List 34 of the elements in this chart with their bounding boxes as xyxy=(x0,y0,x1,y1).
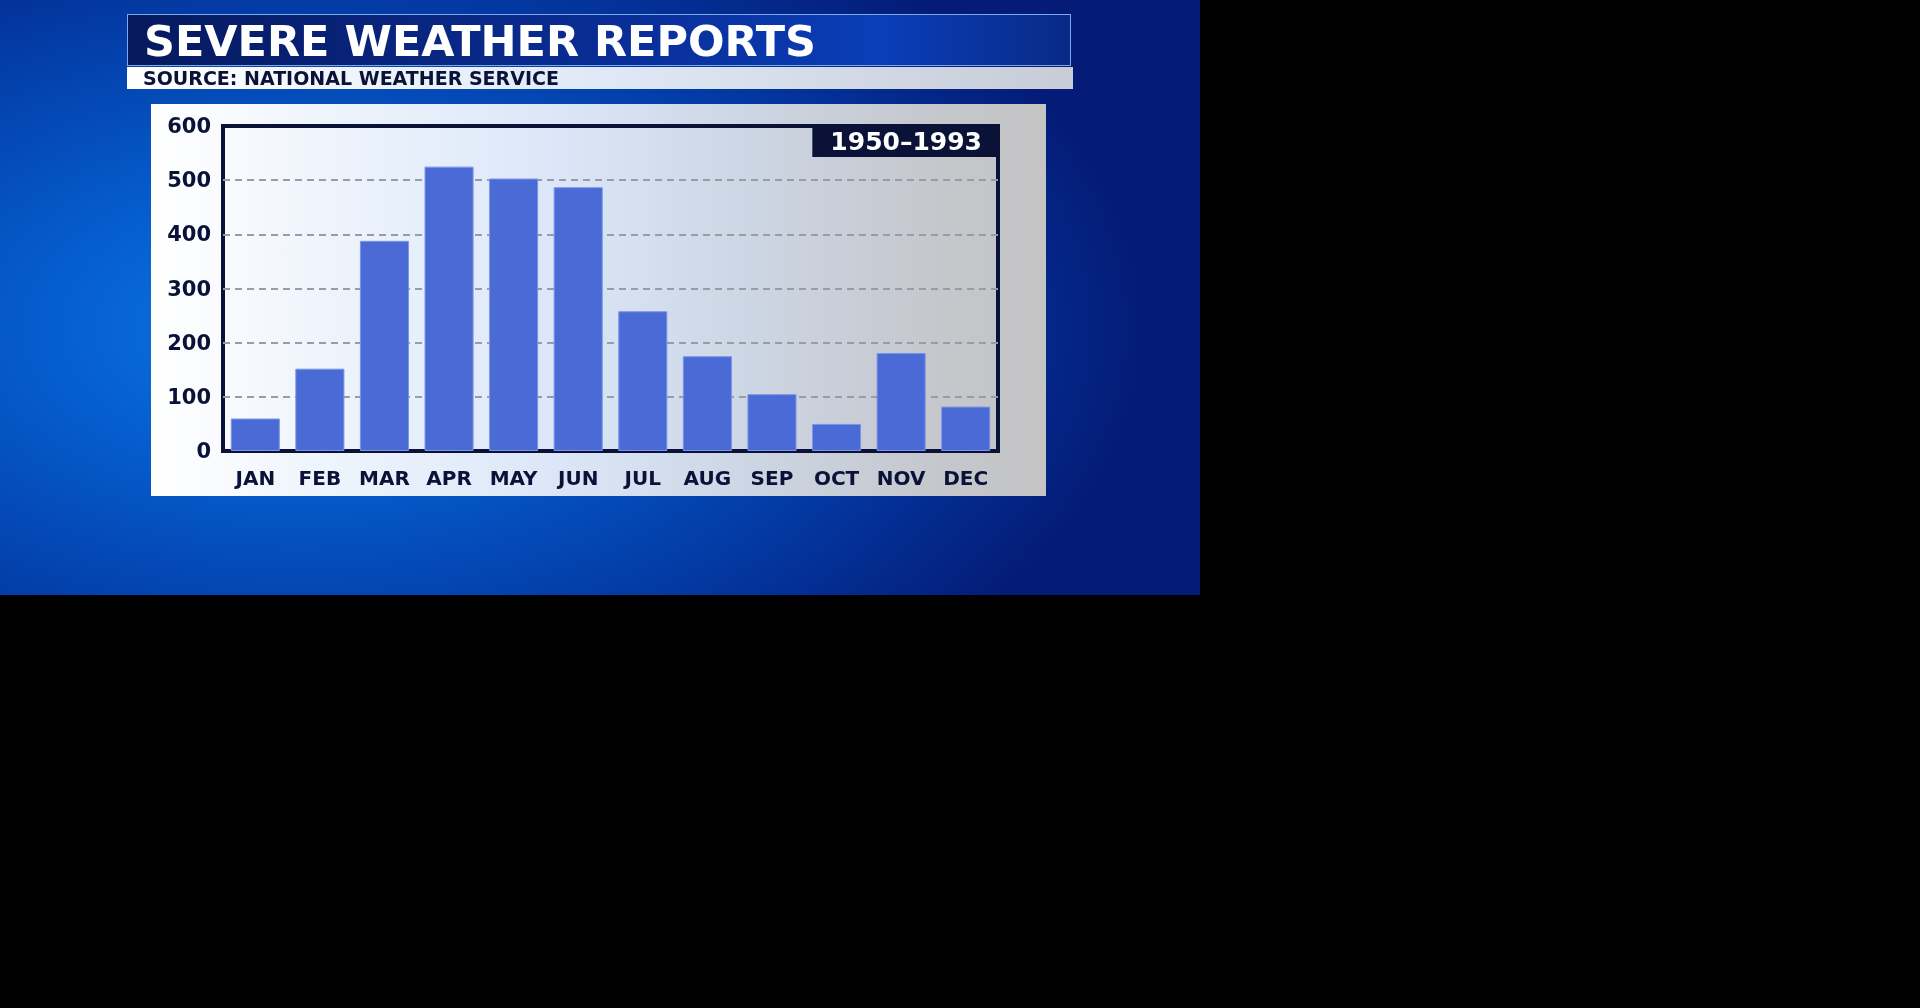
y-tick-label: 400 xyxy=(167,222,211,247)
x-tick-label: AUG xyxy=(683,466,732,490)
x-tick-label: SEP xyxy=(750,466,794,490)
x-tick-label: OCT xyxy=(813,466,860,490)
x-tick-label: MAR xyxy=(359,466,410,490)
bar xyxy=(941,406,991,451)
bar xyxy=(359,240,409,451)
x-tick-label: DEC xyxy=(943,466,989,490)
y-tick-label: 200 xyxy=(167,330,211,355)
x-tick-label: JAN xyxy=(233,466,276,490)
x-tick-label: JUL xyxy=(622,466,662,490)
bar xyxy=(295,368,345,451)
y-tick-label: 0 xyxy=(196,439,211,463)
bar xyxy=(424,166,474,451)
bar xyxy=(618,311,668,451)
x-tick-label: FEB xyxy=(298,466,342,490)
bar xyxy=(553,187,603,451)
x-tick-label: APR xyxy=(426,466,472,490)
chart-subtitle: 1950–1993 xyxy=(830,127,983,156)
x-tick-label: NOV xyxy=(876,466,926,490)
y-tick-label: 100 xyxy=(167,384,211,409)
chart-title: SEVERE WEATHER REPORTS xyxy=(127,14,1071,66)
source-note: SOURCE: NATIONAL WEATHER SERVICE xyxy=(143,67,559,89)
bar xyxy=(489,178,539,451)
y-tick-label: 500 xyxy=(167,168,211,193)
y-tick-label: 300 xyxy=(167,276,211,301)
x-tick-label: JUN xyxy=(556,466,599,490)
bar xyxy=(682,356,732,451)
x-tick-label: MAY xyxy=(489,466,539,490)
bar xyxy=(812,423,862,451)
bar xyxy=(747,394,797,451)
bar xyxy=(876,352,926,451)
bar xyxy=(230,418,280,451)
y-tick-label: 600 xyxy=(167,114,211,138)
